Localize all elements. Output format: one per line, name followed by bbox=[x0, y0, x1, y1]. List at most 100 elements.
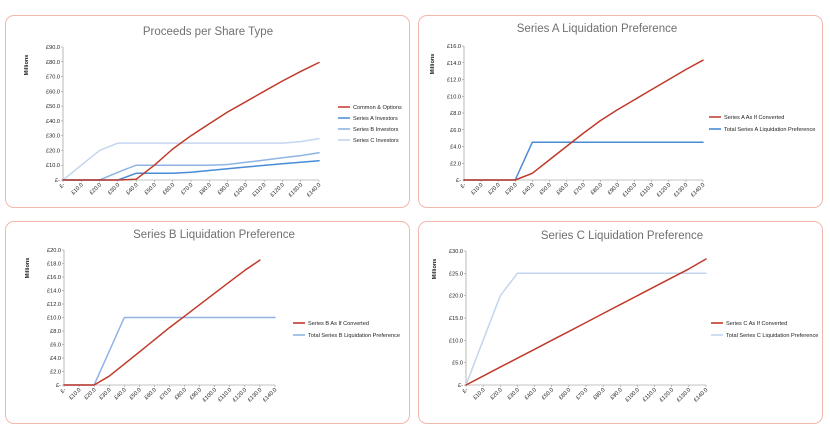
y-tick-label: £40.0 bbox=[46, 119, 60, 125]
y-tick-label: £15.0 bbox=[449, 316, 463, 322]
legend-label: Series B As If Converted bbox=[308, 321, 369, 327]
x-tick-label: £20.0 bbox=[490, 387, 504, 401]
x-tick-label: £90.0 bbox=[607, 182, 621, 196]
legend-label: Total Series C Liquidation Preference bbox=[726, 333, 818, 339]
chart-title: Series C Liquidation Preference bbox=[541, 230, 703, 242]
y-axis-label: Millions bbox=[432, 259, 438, 280]
legend-label: Common & Options bbox=[353, 105, 402, 111]
y-tick-label: £8.0 bbox=[450, 111, 461, 117]
x-tick-label: £30.0 bbox=[107, 182, 121, 196]
series-line-series-c-as-if-converted bbox=[465, 258, 707, 386]
x-tick-label: £10.0 bbox=[68, 387, 82, 401]
x-tick-label: £90.0 bbox=[217, 182, 231, 196]
y-tick-label: £4.0 bbox=[50, 356, 61, 362]
x-tick-label: £60.0 bbox=[556, 182, 570, 196]
x-tick-label: £100.0 bbox=[622, 182, 638, 198]
y-tick-label: £10.0 bbox=[447, 94, 461, 100]
x-tick-label: £120.0 bbox=[659, 387, 675, 403]
y-tick-label: £60.0 bbox=[46, 89, 60, 95]
chart-panel-proceeds-per-share-type: Proceeds per Share Type £- £10.0 £20.0 £30.0… bbox=[5, 15, 410, 208]
legend-label: Total Series B Liquidation Preference bbox=[308, 333, 400, 339]
x-tick-label: £70.0 bbox=[180, 182, 194, 196]
y-tick-label: £- bbox=[55, 178, 60, 184]
chart-svg: Proceeds per Share Type £- £10.0 £20.0 £30.0… bbox=[24, 26, 402, 199]
x-tick-label: £70.0 bbox=[159, 387, 173, 401]
y-tick-label: £8.0 bbox=[50, 329, 61, 335]
x-tick-label: £30.0 bbox=[504, 182, 518, 196]
series-line-series-b-as-if-converted bbox=[63, 259, 261, 386]
chart-svg: Series A Liquidation Preference £- £2.0 £4.… bbox=[430, 23, 815, 199]
x-tick-label: £80.0 bbox=[174, 387, 188, 401]
x-tick-label: £110.0 bbox=[639, 182, 655, 198]
x-tick-label: £80.0 bbox=[199, 182, 213, 196]
y-tick-label: £12.0 bbox=[47, 302, 61, 308]
y-tick-label: £70.0 bbox=[46, 75, 60, 81]
x-tick-label: £100.0 bbox=[233, 182, 249, 198]
y-tick-label: £30.0 bbox=[46, 134, 60, 140]
x-tick-label: £10.0 bbox=[470, 182, 484, 196]
y-tick-label: £80.0 bbox=[46, 60, 60, 66]
x-tick-label: £60.0 bbox=[162, 182, 176, 196]
y-axis-label: Millions bbox=[430, 54, 436, 75]
x-tick-label: £140.0 bbox=[306, 182, 322, 198]
x-tick-label: £- bbox=[59, 182, 67, 190]
x-tick-label: £- bbox=[460, 182, 468, 190]
x-tick-label: £100.0 bbox=[625, 387, 641, 403]
y-tick-label: £10.0 bbox=[449, 338, 463, 344]
x-tick-label: £80.0 bbox=[590, 182, 604, 196]
series-line-common-options bbox=[62, 61, 320, 181]
x-tick-label: £50.0 bbox=[144, 182, 158, 196]
series-line-series-a-as-if-converted bbox=[463, 59, 704, 181]
x-tick-label: £30.0 bbox=[507, 387, 521, 401]
y-axis-label: Millions bbox=[24, 55, 30, 76]
chart-svg: Series C Liquidation Preference £- £5.0 £10… bbox=[432, 230, 818, 404]
x-tick-label: £80.0 bbox=[592, 387, 606, 401]
x-tick-label: £60.0 bbox=[558, 387, 572, 401]
x-tick-label: £130.0 bbox=[247, 387, 263, 403]
series-line-total-series-a-liquidation-preference bbox=[463, 141, 704, 181]
x-tick-label: £70.0 bbox=[575, 387, 589, 401]
y-tick-label: £12.0 bbox=[447, 78, 461, 84]
y-tick-label: £2.0 bbox=[50, 370, 61, 376]
series-line-total-series-c-liquidation-preference bbox=[465, 272, 707, 386]
chart-panel-series-a-liquidation-preference: Series A Liquidation Preference £- £2.0 £4.… bbox=[418, 15, 823, 208]
y-tick-label: £10.0 bbox=[46, 163, 60, 169]
chart-title: Series B Liquidation Preference bbox=[133, 229, 295, 241]
x-tick-label: £30.0 bbox=[98, 387, 112, 401]
x-tick-label: £10.0 bbox=[71, 182, 85, 196]
x-tick-label: £50.0 bbox=[129, 387, 143, 401]
x-tick-label: £20.0 bbox=[89, 182, 103, 196]
y-tick-label: £- bbox=[456, 178, 461, 184]
x-tick-label: £40.0 bbox=[114, 387, 128, 401]
y-tick-label: £5.0 bbox=[452, 361, 463, 367]
series-line-total-series-b-liquidation-preference bbox=[63, 316, 276, 386]
x-tick-label: £120.0 bbox=[270, 182, 286, 198]
y-tick-label: £16.0 bbox=[447, 44, 461, 50]
x-tick-label: £40.0 bbox=[125, 182, 139, 196]
y-tick-label: £20.0 bbox=[46, 148, 60, 154]
x-tick-label: £70.0 bbox=[573, 182, 587, 196]
y-tick-label: £10.0 bbox=[47, 316, 61, 322]
series-line-series-c-investors bbox=[62, 137, 320, 181]
y-axis-label: Millions bbox=[25, 258, 31, 279]
x-tick-label: £- bbox=[462, 387, 470, 395]
x-tick-label: £20.0 bbox=[83, 387, 97, 401]
x-tick-label: £110.0 bbox=[642, 387, 658, 403]
chart-title: Series A Liquidation Preference bbox=[517, 23, 677, 35]
x-tick-label: £40.0 bbox=[524, 387, 538, 401]
legend-label: Total Series A Liquidation Preference bbox=[724, 127, 815, 133]
x-tick-label: £100.0 bbox=[202, 387, 218, 403]
y-tick-label: £20.0 bbox=[47, 248, 61, 254]
y-tick-label: £14.0 bbox=[447, 61, 461, 67]
x-tick-label: £90.0 bbox=[610, 387, 624, 401]
x-tick-label: £50.0 bbox=[541, 387, 555, 401]
y-tick-label: £16.0 bbox=[47, 275, 61, 281]
legend-label: Series C Investors bbox=[353, 138, 399, 144]
x-tick-label: £120.0 bbox=[656, 182, 672, 198]
x-tick-label: £110.0 bbox=[217, 387, 233, 403]
x-tick-label: £10.0 bbox=[472, 387, 486, 401]
series-line-series-b-investors bbox=[62, 151, 320, 181]
y-tick-label: £6.0 bbox=[450, 128, 461, 134]
x-tick-label: £- bbox=[60, 387, 68, 395]
x-tick-label: £40.0 bbox=[522, 182, 536, 196]
